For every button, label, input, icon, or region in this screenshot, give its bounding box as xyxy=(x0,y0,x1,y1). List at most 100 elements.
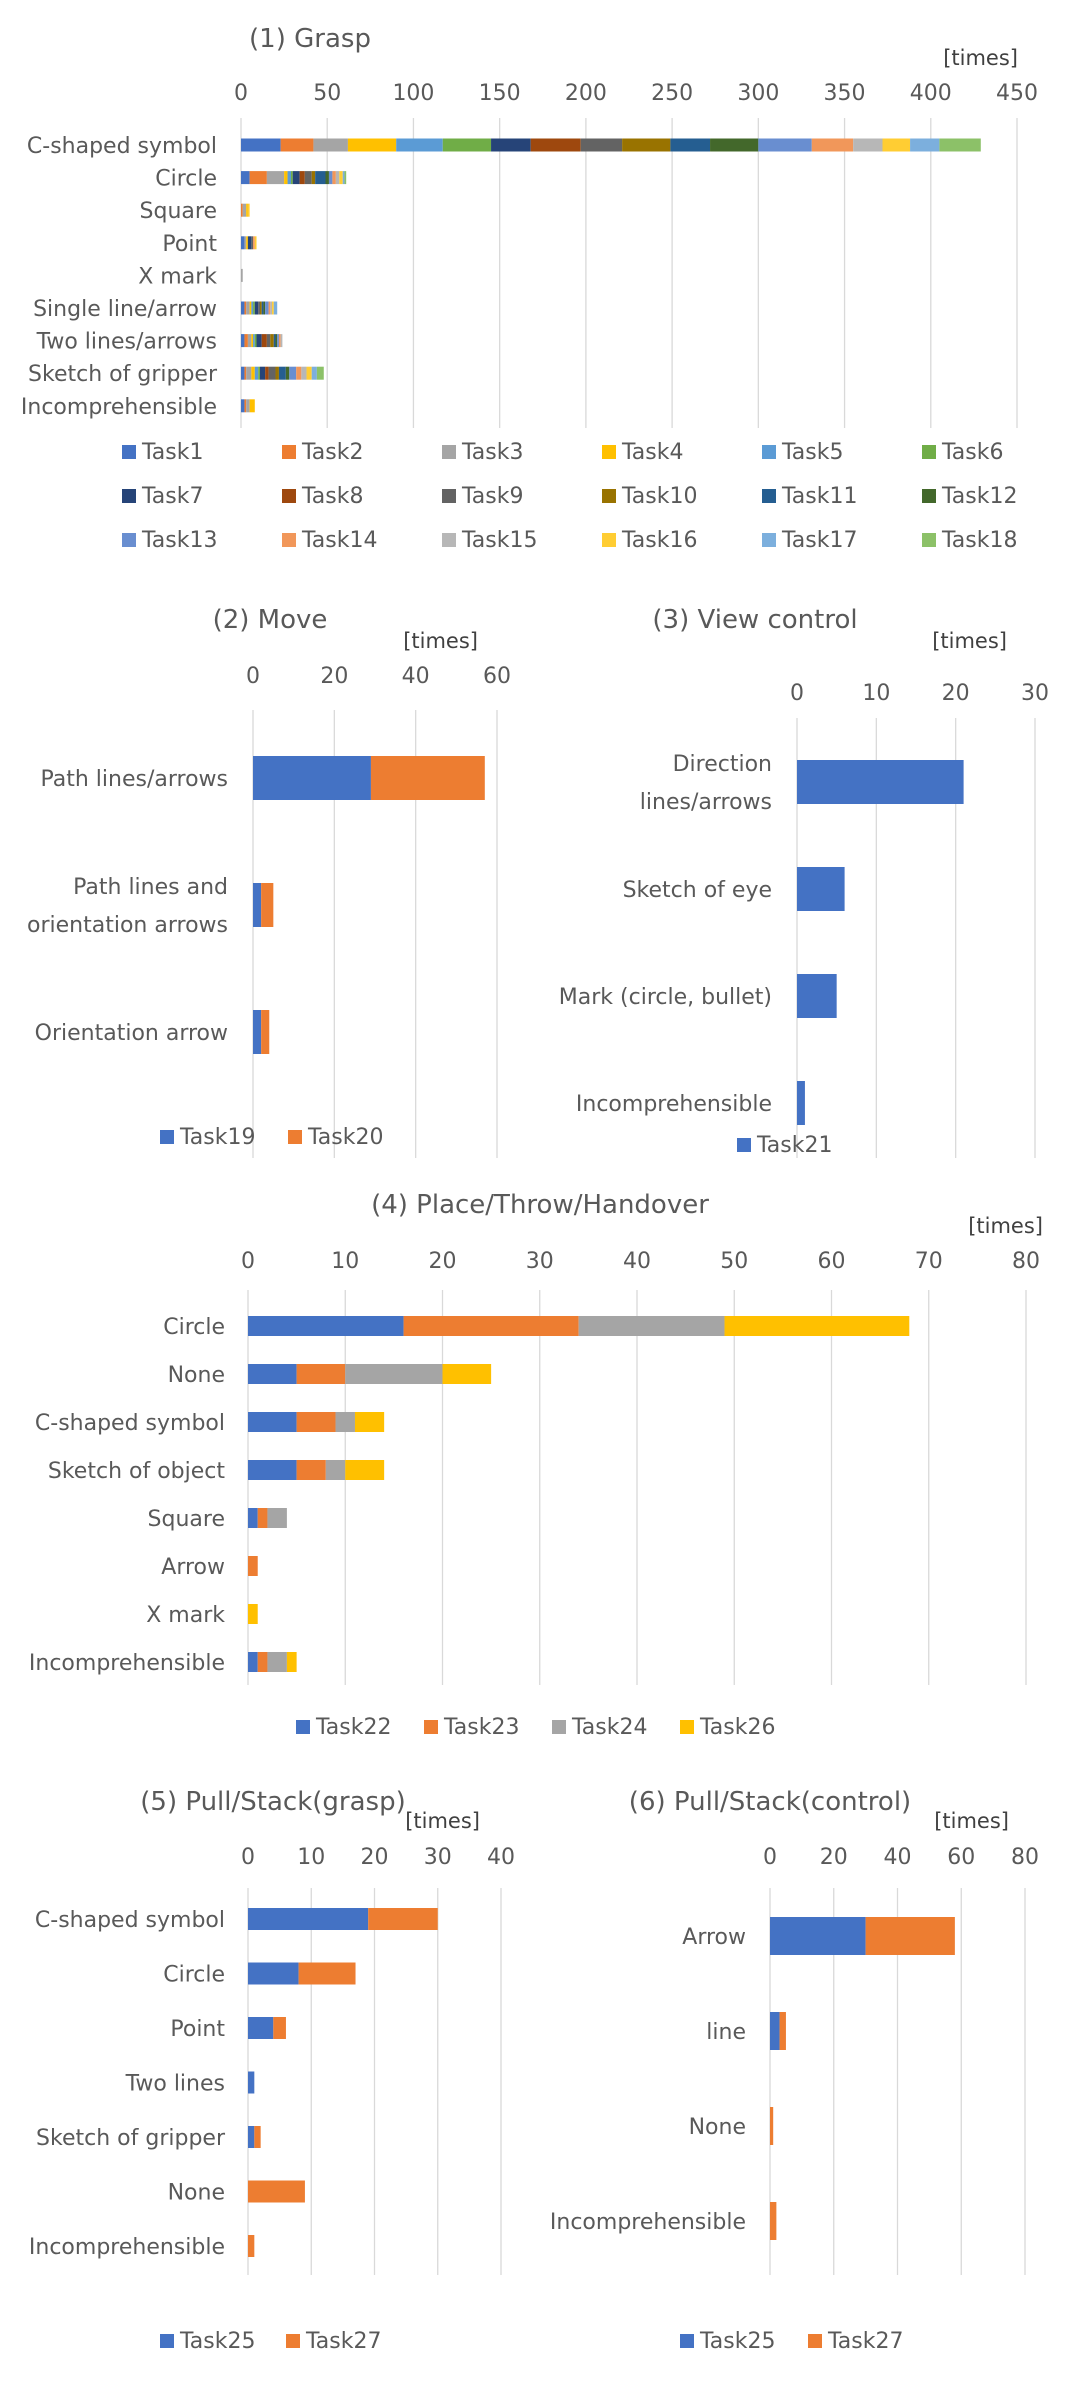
bar-point-task25 xyxy=(248,2017,274,2039)
bar-two-lines-task25 xyxy=(248,2071,255,2094)
bar-arrow-task27 xyxy=(865,1917,955,1955)
category-label-incomprehensible: Incomprehensible xyxy=(21,395,217,420)
legend-label-task19: Task19 xyxy=(179,1125,255,1150)
bar-circle-task25 xyxy=(248,1962,299,1985)
x-tick-label: 50 xyxy=(720,1249,748,1274)
bar-two-lines-arrows-task11 xyxy=(273,334,276,348)
legend-label-task17: Task17 xyxy=(781,528,857,553)
legend-label-task12: Task12 xyxy=(941,484,1017,509)
legend-swatch-task27 xyxy=(808,2334,822,2348)
bar-circle-task14 xyxy=(332,171,336,185)
axis-unit-label: [times] xyxy=(932,629,1007,653)
bar-circle-task13 xyxy=(328,171,333,185)
bar-sketch-of-gripper-task14 xyxy=(296,366,302,380)
legend-swatch-task1 xyxy=(122,445,136,459)
bar-c-shaped-symbol-task13 xyxy=(758,138,812,152)
x-tick-label: 40 xyxy=(623,1249,651,1274)
bar-sketch-of-gripper-task27 xyxy=(254,2126,261,2148)
legend-label-task7: Task7 xyxy=(141,484,203,509)
legend-swatch-task2 xyxy=(282,445,296,459)
bar-circle-task27 xyxy=(298,1962,356,1985)
category-label-orientation-arrow: Orientation arrow xyxy=(35,1021,228,1046)
legend-swatch-task25 xyxy=(160,2334,174,2348)
bar-incomprehensible-task22 xyxy=(248,1652,258,1672)
legend-label-task2: Task2 xyxy=(301,440,363,465)
bar-point-task7 xyxy=(247,236,252,250)
x-tick-label: 20 xyxy=(429,1249,457,1274)
bar-sketch-of-gripper-task1 xyxy=(241,366,245,380)
bar-c-shaped-symbol-task25 xyxy=(248,1908,369,1930)
bar-circle-task2 xyxy=(249,171,267,185)
legend-label-task27: Task27 xyxy=(305,2329,381,2354)
axis-unit-label: [times] xyxy=(968,1214,1043,1238)
category-label-c-shaped-symbol: C-shaped symbol xyxy=(27,134,217,159)
bar-single-line-arrow-task3 xyxy=(246,301,250,315)
chart-pull_grasp: (5) Pull/Stack(grasp)[times] 0 10 20 30 40 C-s… xyxy=(29,1787,515,2354)
x-tick-label: 60 xyxy=(818,1249,846,1274)
category-label-none: None xyxy=(689,2115,746,2140)
category-label-circle: Circle xyxy=(155,167,217,192)
bar-circle-task16 xyxy=(339,171,343,185)
x-tick-label: 0 xyxy=(246,664,260,689)
x-tick-label: 40 xyxy=(487,1845,515,1870)
bar-incomprehensible-task3 xyxy=(246,399,250,413)
bar-c-shaped-symbol-task5 xyxy=(396,138,443,152)
bar-arrow-task25 xyxy=(770,1917,866,1955)
legend-swatch-task25 xyxy=(680,2334,694,2348)
bar-circle-task8 xyxy=(299,171,305,185)
legend-swatch-task20 xyxy=(288,1130,302,1144)
bar-c-shaped-symbol-task12 xyxy=(710,138,759,152)
x-tick-label: 30 xyxy=(526,1249,554,1274)
legend-swatch-task7 xyxy=(122,489,136,503)
bar-two-lines-arrows-task1 xyxy=(241,334,245,348)
bar-single-line-arrow-task17 xyxy=(273,301,278,315)
bar-sketch-of-gripper-task8 xyxy=(265,366,269,380)
legend-label-task20: Task20 xyxy=(307,1125,383,1150)
legend-label-task18: Task18 xyxy=(941,528,1017,553)
x-tick-label: 30 xyxy=(1021,681,1049,706)
bar-c-shaped-symbol-task23 xyxy=(296,1412,336,1432)
bar-c-shaped-symbol-task8 xyxy=(530,138,581,152)
bar-c-shaped-symbol-task1 xyxy=(241,138,281,152)
x-tick-label: 20 xyxy=(361,1845,389,1870)
bar-two-lines-arrows-task9 xyxy=(266,334,271,348)
bar-orientation-arrow-task19 xyxy=(253,1010,262,1054)
bar-sketch-of-gripper-task5 xyxy=(254,366,259,380)
bar-c-shaped-symbol-task22 xyxy=(248,1412,297,1432)
bar-single-line-arrow-task4 xyxy=(249,301,252,315)
bar-sketch-of-gripper-task10 xyxy=(275,366,279,380)
bar-single-line-arrow-task12 xyxy=(263,301,266,315)
category-label-line: line xyxy=(706,2020,746,2045)
bar-single-line-arrow-task16 xyxy=(272,301,274,315)
bar-none-task24 xyxy=(345,1364,443,1384)
bar-single-line-arrow-task13 xyxy=(265,301,269,315)
bar-c-shaped-symbol-task10 xyxy=(622,138,671,152)
legend-label-task27: Task27 xyxy=(827,2329,903,2354)
x-tick-label: 450 xyxy=(996,81,1038,106)
axis-unit-label: [times] xyxy=(405,1809,480,1833)
bar-line-task27 xyxy=(779,2012,786,2050)
bar-sketch-of-gripper-task7 xyxy=(259,366,266,380)
bar-two-lines-arrows-task2 xyxy=(244,334,248,348)
category-label-point: Point xyxy=(162,232,217,257)
bar-none-task27 xyxy=(770,2107,774,2145)
bar-single-line-arrow-task11 xyxy=(261,301,264,315)
bar-none-task26 xyxy=(442,1364,492,1384)
legend-swatch-task6 xyxy=(922,445,936,459)
bar-circle-task11 xyxy=(315,171,326,185)
legend-swatch-task10 xyxy=(602,489,616,503)
bar-incomprehensible-task21 xyxy=(797,1081,805,1125)
bar-arrow-task23 xyxy=(248,1556,258,1576)
bar-c-shaped-symbol-task6 xyxy=(442,138,492,152)
bar-incomprehensible-task27 xyxy=(248,2235,255,2257)
category-label-two-lines: Two lines xyxy=(125,2072,225,2097)
x-tick-label: 80 xyxy=(1011,1845,1039,1870)
bar-single-line-arrow-task2 xyxy=(244,301,247,315)
bar-circle-task23 xyxy=(403,1316,579,1336)
bar-incomprehensible-task2 xyxy=(244,399,247,413)
axis-unit-label: [times] xyxy=(403,629,478,653)
category-label-sketch-of-gripper: Sketch of gripper xyxy=(36,2126,226,2151)
bar-two-lines-arrows-task14 xyxy=(278,334,281,348)
bar-point-task27 xyxy=(273,2017,286,2039)
bar-c-shaped-symbol-task27 xyxy=(368,1908,438,1930)
